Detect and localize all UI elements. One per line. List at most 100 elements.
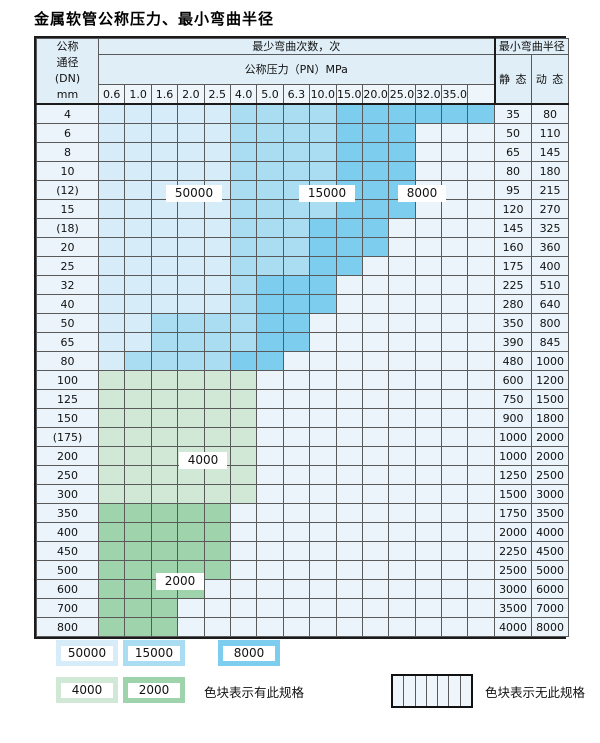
- cell-dn80-p4: [203, 351, 231, 371]
- cell-dn(18)-p9: [335, 218, 363, 238]
- cell-dn100-p4: [203, 370, 231, 390]
- legend-swatch-15000: 15000: [123, 640, 185, 666]
- header-pressure-25.0: 25.0: [388, 84, 416, 105]
- row-radius-static: 3500: [494, 598, 533, 618]
- cell-dn(18)-p3: [177, 218, 205, 238]
- cell-dn8-p5: [229, 142, 258, 162]
- cell-dn25-p14: [467, 256, 496, 276]
- cell-dn40-p6: [256, 294, 284, 314]
- cell-dn65-p1: [124, 332, 152, 352]
- row-dn: 400: [36, 522, 99, 542]
- row-radius-static: 390: [494, 332, 533, 352]
- table-row: 20 160 360: [36, 237, 570, 257]
- cell-dn15-p6: [256, 199, 284, 219]
- cell-dn80-p5: [229, 351, 258, 371]
- row-dn: 40: [36, 294, 99, 314]
- cell-dn40-p13: [441, 294, 469, 314]
- table-row: 65 390 845: [36, 332, 570, 352]
- header-pressure-6.3: 6.3: [282, 84, 311, 105]
- cell-dn300-p5: [229, 484, 258, 504]
- cell-dn250-p10: [361, 465, 390, 485]
- legend-empty-cell: [393, 676, 405, 706]
- cell-dn50-p6: [256, 313, 284, 333]
- cell-dn4-p0: [97, 103, 126, 124]
- cell-dn50-p8: [309, 313, 337, 333]
- table-row: (18) 145 325: [36, 218, 570, 238]
- cell-dn15-p5: [229, 199, 258, 219]
- cell-dn(12)-p7: [282, 180, 311, 200]
- cell-dn32-p8: [309, 275, 337, 295]
- cell-dn600-p9: [335, 579, 363, 599]
- cell-dn20-p4: [203, 237, 231, 257]
- cell-dn40-p8: [309, 294, 337, 314]
- cell-dn500-p6: [256, 560, 284, 580]
- cell-dn600-p7: [282, 579, 311, 599]
- cell-dn450-p0: [97, 541, 126, 561]
- cell-dn20-p9: [335, 237, 363, 257]
- cell-dn50-p4: [203, 313, 231, 333]
- table-row: 10 80 180: [36, 161, 570, 181]
- cell-dn50-p9: [335, 313, 363, 333]
- cell-dn600-p12: [414, 579, 443, 599]
- legend-empty-cell: [449, 676, 461, 706]
- row-radius-dynamic: 215: [531, 180, 570, 200]
- table-row: 700 3500 7000: [36, 598, 570, 618]
- cell-dn8-p12: [414, 142, 443, 162]
- cell-dn100-p10: [361, 370, 390, 390]
- legend-label-15000: 15000: [128, 645, 180, 661]
- cell-dn100-p5: [229, 370, 258, 390]
- table-header: 公称 通径 (DN) mm 最少弯曲次数，次 最小弯曲半径 公称压力（PN）MP…: [36, 38, 570, 105]
- cell-dn50-p10: [361, 313, 390, 333]
- cell-dn6-p14: [467, 123, 496, 143]
- cell-dn250-p2: [150, 465, 179, 485]
- cell-dn4-p2: [150, 103, 179, 124]
- cell-dn20-p5: [229, 237, 258, 257]
- cell-dn150-p9: [335, 408, 363, 428]
- cell-dn25-p13: [441, 256, 469, 276]
- cell-dn(12)-p8: [309, 180, 337, 200]
- cell-dn500-p12: [414, 560, 443, 580]
- cell-dn100-p3: [177, 370, 205, 390]
- table-row: 6 50 110: [36, 123, 570, 143]
- cell-dn450-p14: [467, 541, 496, 561]
- cell-dn300-p7: [282, 484, 311, 504]
- cell-dn700-p9: [335, 598, 363, 618]
- cell-dn40-p1: [124, 294, 152, 314]
- cell-dn50-p5: [229, 313, 258, 333]
- cell-dn250-p8: [309, 465, 337, 485]
- cell-dn10-p8: [309, 161, 337, 181]
- row-radius-dynamic: 2000: [531, 446, 570, 466]
- cell-dn250-p6: [256, 465, 284, 485]
- cell-dn200-p0: [97, 446, 126, 466]
- cell-dn125-p5: [229, 389, 258, 409]
- header-pressure-4.0: 4.0: [229, 84, 258, 105]
- cell-dn300-p9: [335, 484, 363, 504]
- cell-dn300-p3: [177, 484, 205, 504]
- cell-dn350-p5: [229, 503, 258, 523]
- row-radius-dynamic: 400: [531, 256, 570, 276]
- cell-dn400-p2: [150, 522, 179, 542]
- header-dn: 公称 通径 (DN) mm: [36, 38, 99, 105]
- cell-dn80-p9: [335, 351, 363, 371]
- row-radius-dynamic: 1200: [531, 370, 570, 390]
- cell-dn32-p4: [203, 275, 231, 295]
- cell-dn8-p11: [388, 142, 416, 162]
- cell-dn500-p13: [441, 560, 469, 580]
- cell-dn8-p4: [203, 142, 231, 162]
- cell-dn200-p4: [203, 446, 231, 466]
- cell-dn20-p10: [361, 237, 390, 257]
- header-radius: 最小弯曲半径: [493, 38, 570, 55]
- table-row: 800 4000 8000: [36, 617, 570, 637]
- cell-dn10-p4: [203, 161, 231, 181]
- cell-dn400-p12: [414, 522, 443, 542]
- cell-dn32-p14: [467, 275, 496, 295]
- cell-dn6-p11: [388, 123, 416, 143]
- cell-dn100-p13: [441, 370, 469, 390]
- cell-dn8-p14: [467, 142, 496, 162]
- cell-dn65-p14: [467, 332, 496, 352]
- cell-dn150-p10: [361, 408, 390, 428]
- row-dn: (12): [36, 180, 99, 200]
- cell-dn40-p9: [335, 294, 363, 314]
- row-dn: 65: [36, 332, 99, 352]
- cell-dn80-p11: [388, 351, 416, 371]
